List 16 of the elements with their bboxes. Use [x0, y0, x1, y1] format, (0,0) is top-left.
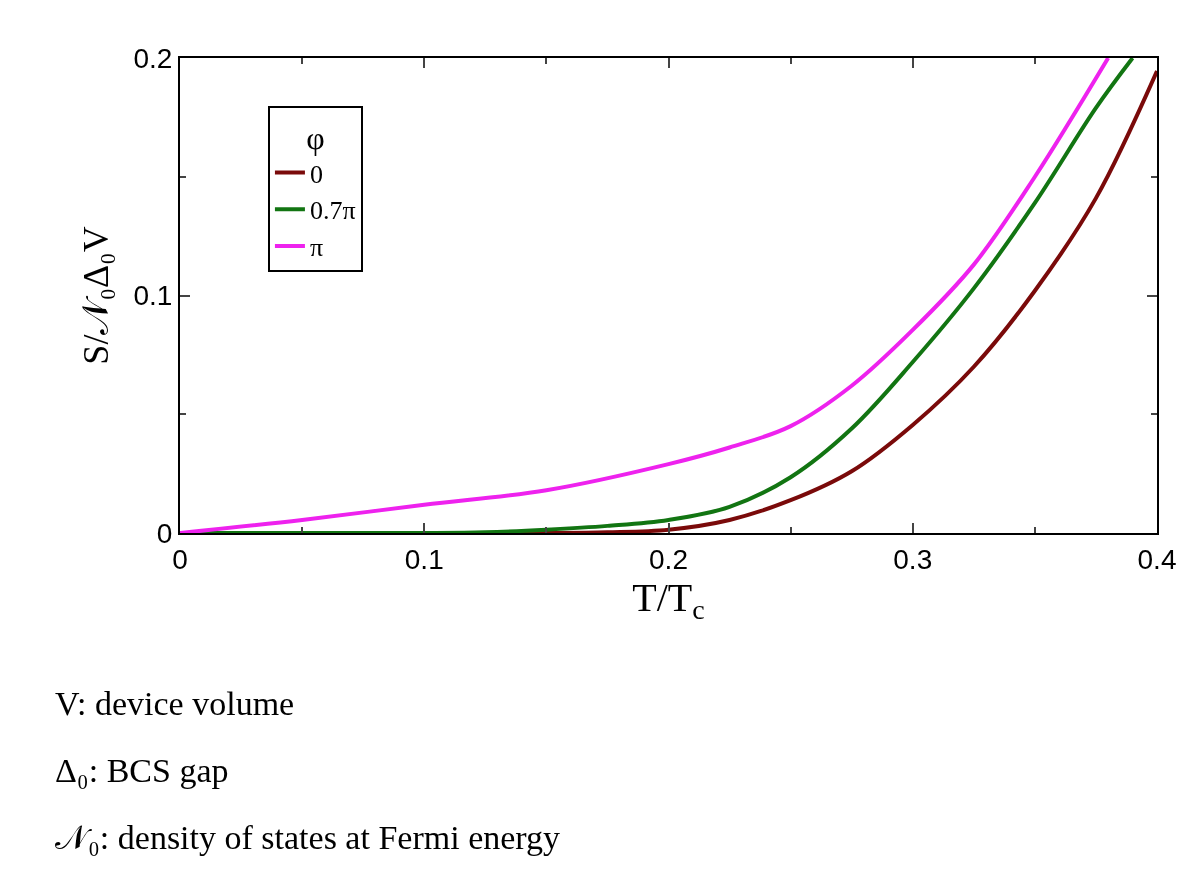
text: 𝒩₀: density of states at Fermi energy	[55, 819, 561, 856]
x-axis-title: T/T$_{c}$	[632, 574, 705, 625]
x-tick-label: 0.1	[404, 543, 444, 575]
legend-label: 0.7π	[309, 196, 356, 226]
y-tick-label: 0	[156, 517, 173, 549]
text: Δ₀: BCS gap	[55, 752, 229, 789]
legend-label: π	[309, 233, 324, 263]
y-tick-label: 0.1	[133, 280, 173, 312]
x-tick-label: 0.2	[649, 543, 688, 575]
legend-title: φ	[306, 120, 325, 157]
legend-label: 0	[309, 159, 323, 189]
y-axis-title: S/𝒩₀Δ₀V	[75, 226, 116, 365]
x-tick-label: 0.4	[1137, 543, 1177, 575]
x-tick-label: 0.3	[893, 543, 933, 575]
text: V: device volume	[55, 685, 295, 722]
y-tick-label: 0.2	[133, 42, 173, 74]
